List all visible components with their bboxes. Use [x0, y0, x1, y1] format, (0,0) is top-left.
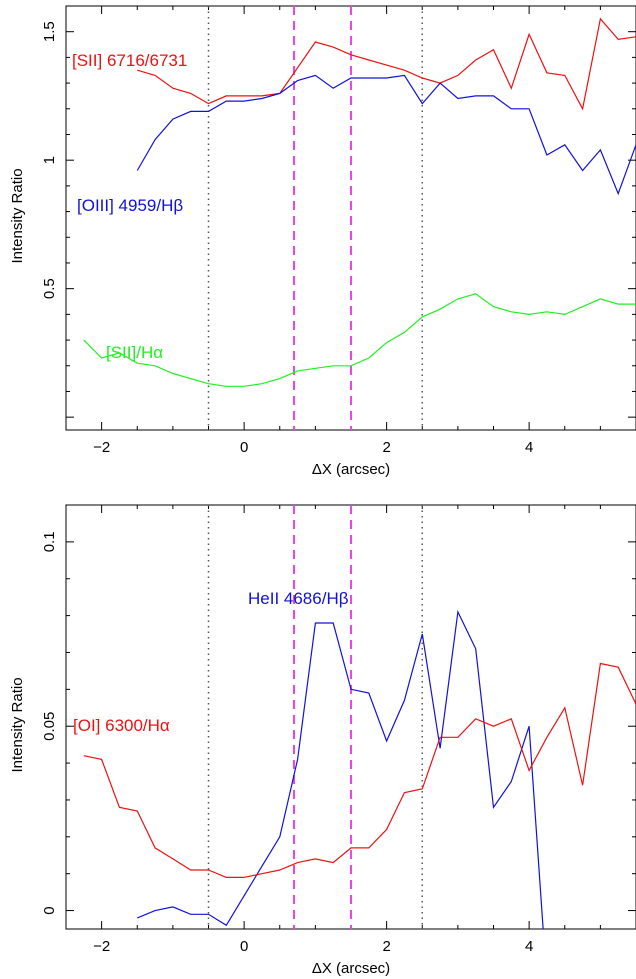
x-axis-title: ΔX (arcsec) — [312, 461, 390, 478]
top-panel: −2 0 2 4 0.5 1 1.5 [SII] 6716/6731 [OIII] 4959… — [9, 5, 636, 478]
x-tick-label: −2 — [93, 439, 110, 456]
y-axis-title: Intensity Ratio — [9, 677, 26, 772]
series-label-oi-halpha: [OI] 6300/Hα — [73, 716, 170, 735]
y-tick-label: 1.5 — [41, 21, 58, 42]
x-tick-label: −2 — [93, 938, 110, 955]
series-line-1 — [83, 662, 636, 879]
y-tick-label: 0.05 — [41, 712, 58, 741]
series-label-oiii-hbeta: [OIII] 4959/Hβ — [77, 196, 183, 215]
y-tick-label: 0.5 — [41, 278, 58, 299]
y-tick-label: 1 — [41, 156, 58, 164]
plot-layer: −2 0 2 4 0 0.05 0.1 — [41, 504, 636, 955]
x-tick-label: 0 — [240, 439, 248, 456]
plot-layer: −2 0 2 4 0.5 1 1.5 — [41, 5, 636, 456]
bottom-panel: −2 0 2 400.050.1 HeII 4686/Hβ [OI] 6300/Hα … — [9, 504, 636, 977]
x-axis-title: ΔX (arcsec) — [312, 960, 390, 977]
x-tick-label: 0 — [240, 938, 248, 955]
series-line-1 — [136, 74, 636, 196]
series-line-0 — [137, 17, 636, 111]
series-label-sii-ratio: [SII] 6716/6731 — [72, 51, 187, 70]
x-tick-label: 2 — [382, 938, 390, 955]
x-tick-label: 4 — [525, 938, 533, 955]
y-tick-label: 0 — [41, 906, 58, 914]
x-tick-label: 4 — [525, 439, 533, 456]
y-tick-label: 0.1 — [41, 531, 58, 552]
y-axis-title: Intensity Ratio — [9, 168, 26, 263]
series-line-0 — [137, 609, 544, 929]
series-label-sii-halpha: [SII]/Hα — [106, 343, 163, 362]
series-label-heii-hbeta: HeII 4686/Hβ — [248, 589, 349, 608]
x-tick-label: 2 — [382, 439, 390, 456]
series-line-2 — [83, 293, 636, 387]
